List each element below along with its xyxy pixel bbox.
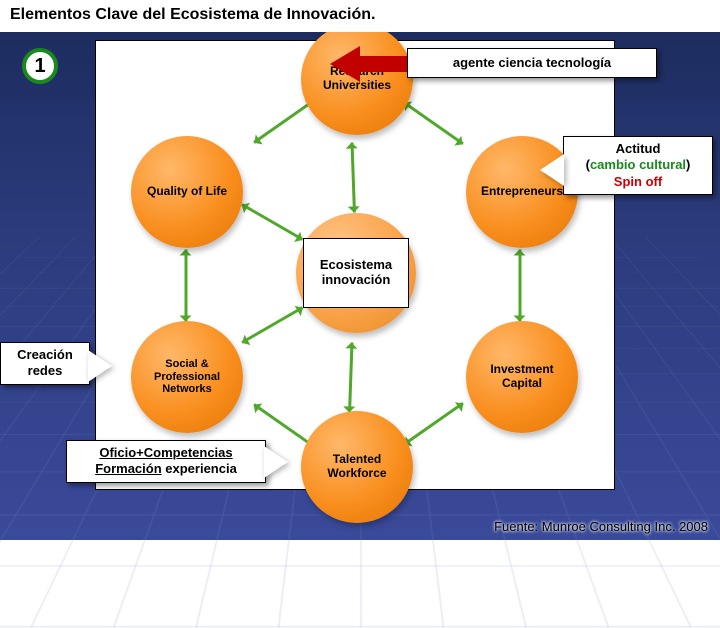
callout-line: Oficio+Competencias	[73, 445, 259, 461]
spoke	[348, 342, 353, 412]
source-credit: Fuente: Munroe Consulting Inc. 2008	[494, 519, 708, 534]
callout-redes: Creación redes	[0, 342, 90, 385]
callout-pointer-green	[264, 446, 288, 478]
spoke	[241, 306, 303, 344]
slide-number-badge: 1	[22, 48, 58, 84]
callout-line: (cambio cultural)	[570, 157, 706, 173]
center-label-box: Ecosistema innovación	[303, 238, 409, 308]
node-social-networks: Social & Professional Networks	[131, 321, 243, 433]
diagram-container: Research Universities Entrepreneurs Inve…	[95, 40, 615, 490]
node-quality-of-life: Quality of Life	[131, 136, 243, 248]
node-label: Social & Professional Networks	[139, 358, 235, 396]
callout-line: redes	[7, 363, 83, 379]
callout-text: agente ciencia tecnología	[453, 55, 611, 71]
callout-oficio: Oficio+Competencias Formación experienci…	[66, 440, 266, 483]
node-label: Talented Workforce	[309, 453, 405, 481]
edge	[403, 402, 464, 446]
edge	[403, 101, 464, 145]
node-label: Investment Capital	[474, 363, 570, 391]
callout-actitud: Actitud (cambio cultural) Spin off	[563, 136, 713, 195]
edge	[185, 250, 188, 322]
callout-pointer-green	[88, 350, 112, 382]
callout-line: Creación	[7, 347, 83, 363]
node-label: Quality of Life	[147, 185, 227, 199]
edge	[519, 250, 522, 322]
callout-line: Actitud	[570, 141, 706, 157]
edge	[253, 100, 314, 144]
callout-pointer-green	[540, 154, 564, 186]
spoke	[351, 142, 356, 212]
callout-line: Formación experiencia	[73, 461, 259, 477]
node-talented-workforce: Talented Workforce	[301, 411, 413, 523]
callout-agente: agente ciencia tecnología	[407, 48, 657, 78]
spoke	[241, 203, 303, 241]
node-label: Entrepreneurs	[481, 185, 563, 199]
node-investment-capital: Investment Capital	[466, 321, 578, 433]
page-title: Elementos Clave del Ecosistema de Innova…	[0, 0, 720, 32]
node-entrepreneurs: Entrepreneurs	[466, 136, 578, 248]
callout-line: Spin off	[570, 174, 706, 190]
center-label: Ecosistema innovación	[304, 258, 408, 288]
